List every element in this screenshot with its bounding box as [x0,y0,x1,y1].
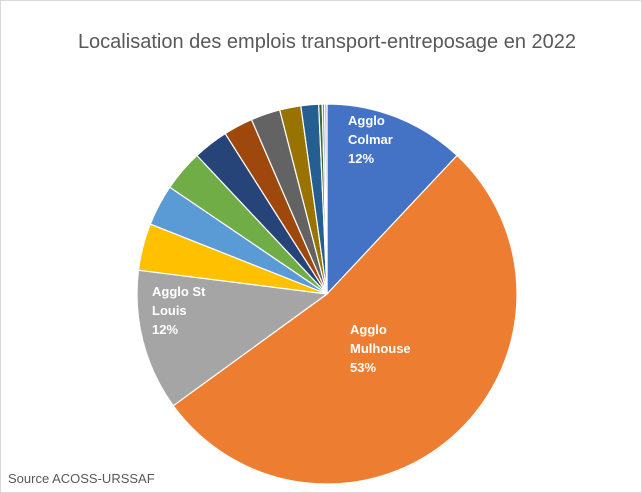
slice-name: Agglo St Louis [152,284,206,318]
data-label: Agglo St Louis 12% [152,282,224,339]
source-note: Source ACOSS-URSSAF [8,471,155,486]
slice-value: 12% [152,322,179,337]
pie-slice [136,269,329,407]
data-label: Agglo Mulhouse 53% [350,320,422,377]
data-label: Agglo Colmar 12% [348,111,420,168]
slice-value: 12% [348,151,375,166]
pie-slice [326,103,458,296]
pie-slice [172,154,518,485]
chart-title: Localisation des emplois transport-entre… [77,31,577,53]
pie-slice [324,103,328,295]
slice-value: 53% [350,360,377,375]
slice-name: Agglo Colmar [348,113,393,147]
slice-name: Agglo Mulhouse [350,322,411,356]
